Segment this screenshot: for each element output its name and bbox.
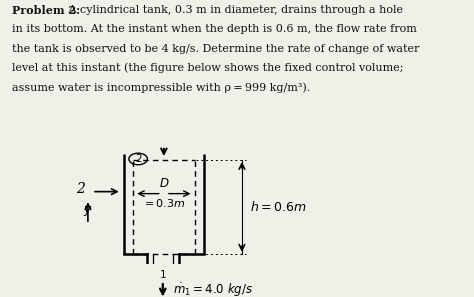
Text: $D$: $D$ [159, 178, 169, 190]
Text: A cylindrical tank, 0.3 m in diameter, drains through a hole: A cylindrical tank, 0.3 m in diameter, d… [64, 5, 403, 15]
Text: $\dot{m}_1 = 4.0\ \mathit{kg/s}$: $\dot{m}_1 = 4.0\ \mathit{kg/s}$ [173, 282, 254, 297]
Text: the tank is observed to be 4 kg/s. Determine the rate of change of water: the tank is observed to be 4 kg/s. Deter… [12, 44, 419, 54]
Text: 2: 2 [135, 154, 141, 164]
Text: $h = 0.6m$: $h = 0.6m$ [250, 200, 307, 214]
Text: Problem 2:: Problem 2: [12, 5, 80, 16]
Text: assume water is incompressible with ρ = 999 kg/m³).: assume water is incompressible with ρ = … [12, 82, 310, 93]
Text: in its bottom. At the instant when the depth is 0.6 m, the flow rate from: in its bottom. At the instant when the d… [12, 24, 417, 34]
Text: 2: 2 [76, 182, 85, 196]
Text: $= 0.3m$: $= 0.3m$ [142, 197, 185, 209]
Text: level at this instant (the figure below shows the fixed control volume;: level at this instant (the figure below … [12, 63, 403, 73]
Text: 1: 1 [159, 269, 166, 279]
Text: $y$: $y$ [83, 204, 93, 218]
